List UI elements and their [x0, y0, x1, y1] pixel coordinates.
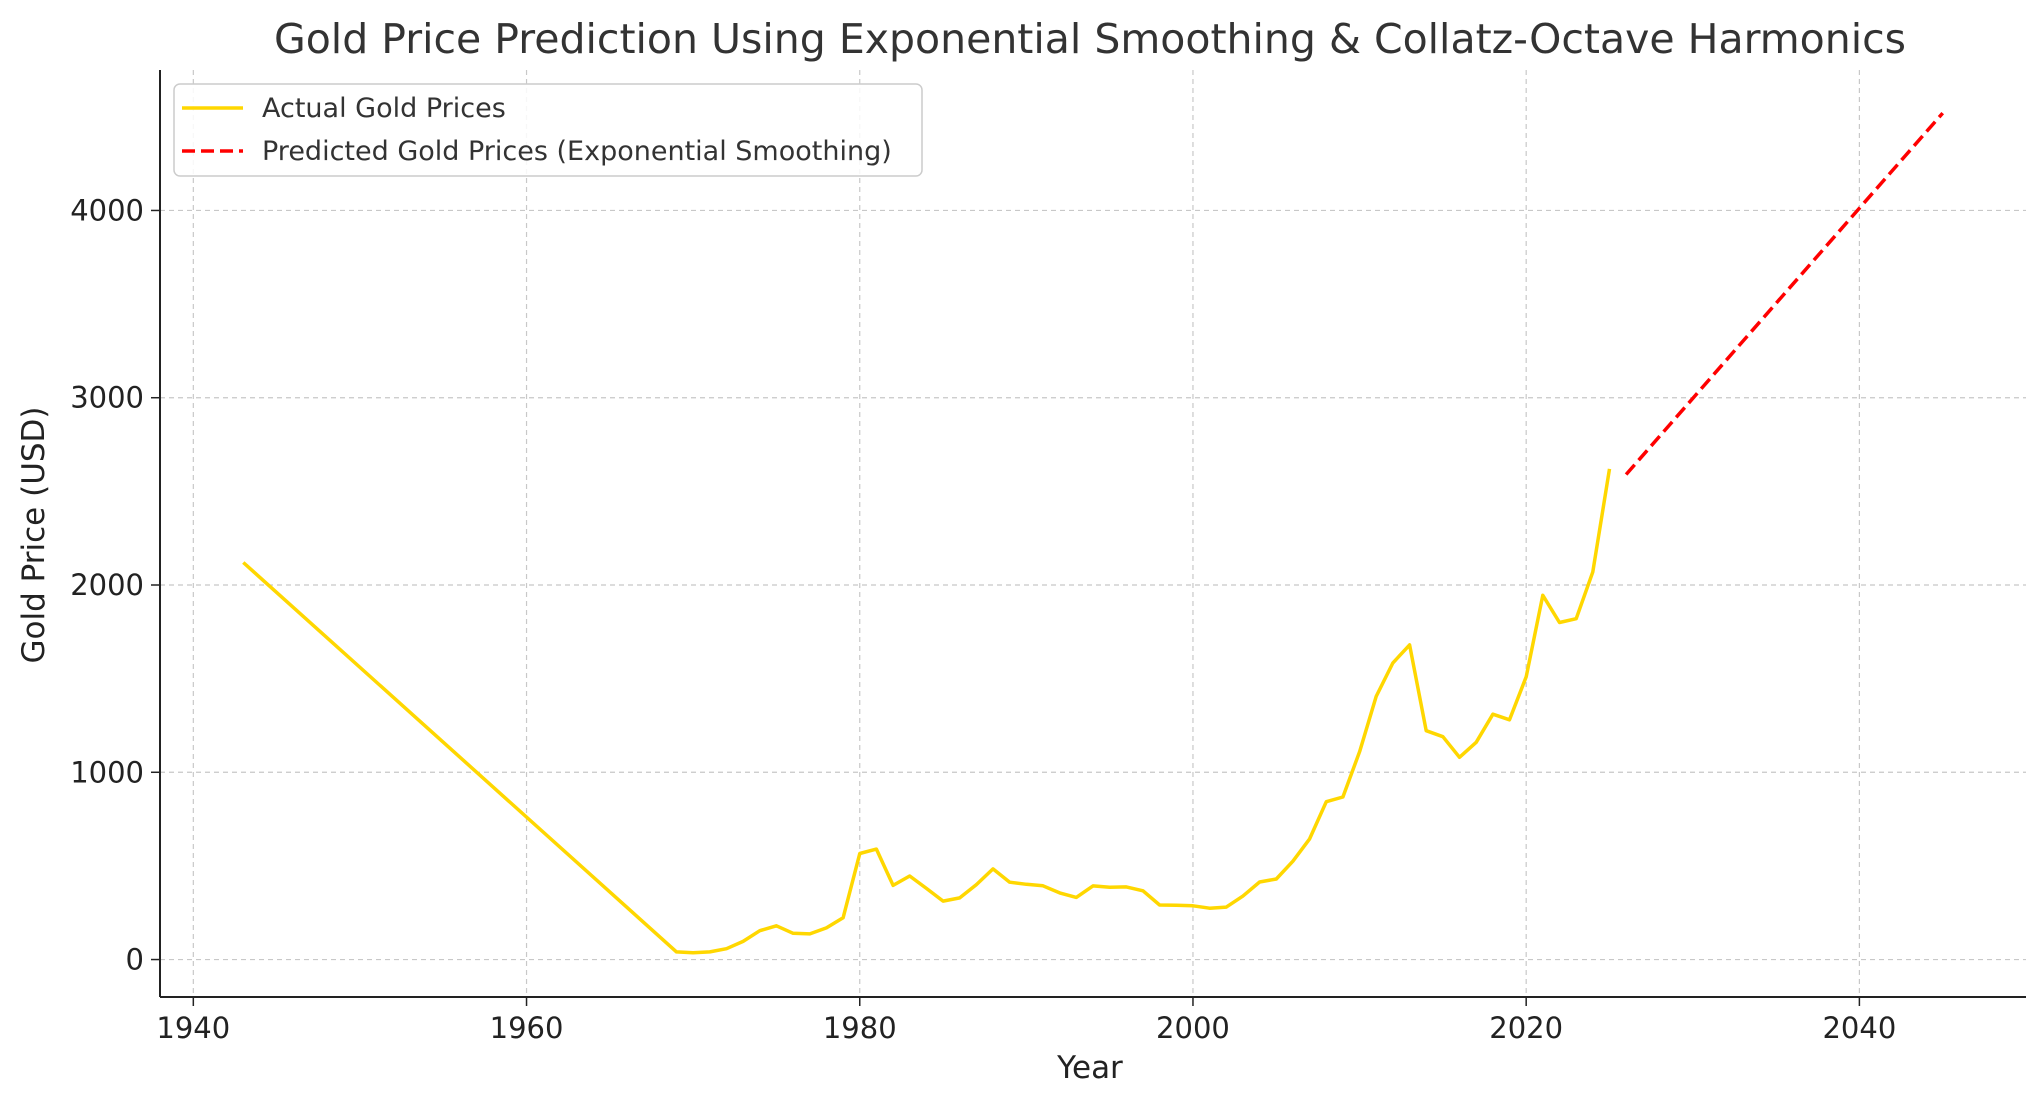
series-line-predicted [1624, 111, 1945, 476]
x-tick-label: 2040 [1822, 1011, 1896, 1045]
y-tick-label: 3000 [70, 381, 144, 415]
x-tick-label: 1960 [490, 1011, 564, 1045]
series-line-actual [242, 468, 1612, 955]
legend: Actual Gold Prices Predicted Gold Prices… [173, 83, 923, 177]
y-tick-label: 0 [126, 943, 144, 977]
legend-label-predicted: Predicted Gold Prices (Exponential Smoot… [262, 136, 892, 167]
x-tick-label: 1940 [156, 1011, 230, 1045]
legend-label-actual: Actual Gold Prices [262, 93, 506, 124]
tick-labels: 1940 1960 1980 2000 2020 2040 0 1000 2000 3000 400… [70, 193, 1896, 1045]
x-tick-label: 2000 [1156, 1011, 1230, 1045]
grid-lines [160, 70, 2026, 997]
axes [151, 70, 2026, 1006]
y-tick-label: 1000 [70, 755, 144, 789]
x-tick-label: 2020 [1489, 1011, 1563, 1045]
series-layer [242, 111, 1945, 955]
y-tick-label: 4000 [70, 193, 144, 227]
x-tick-label: 1980 [823, 1011, 897, 1045]
chart-title: Gold Price Prediction Using Exponential … [274, 15, 1906, 63]
x-axis-label: Year [1056, 1050, 1123, 1086]
y-axis-label: Gold Price (USD) [16, 406, 52, 663]
y-tick-label: 2000 [70, 568, 144, 602]
legend-box [173, 83, 923, 177]
